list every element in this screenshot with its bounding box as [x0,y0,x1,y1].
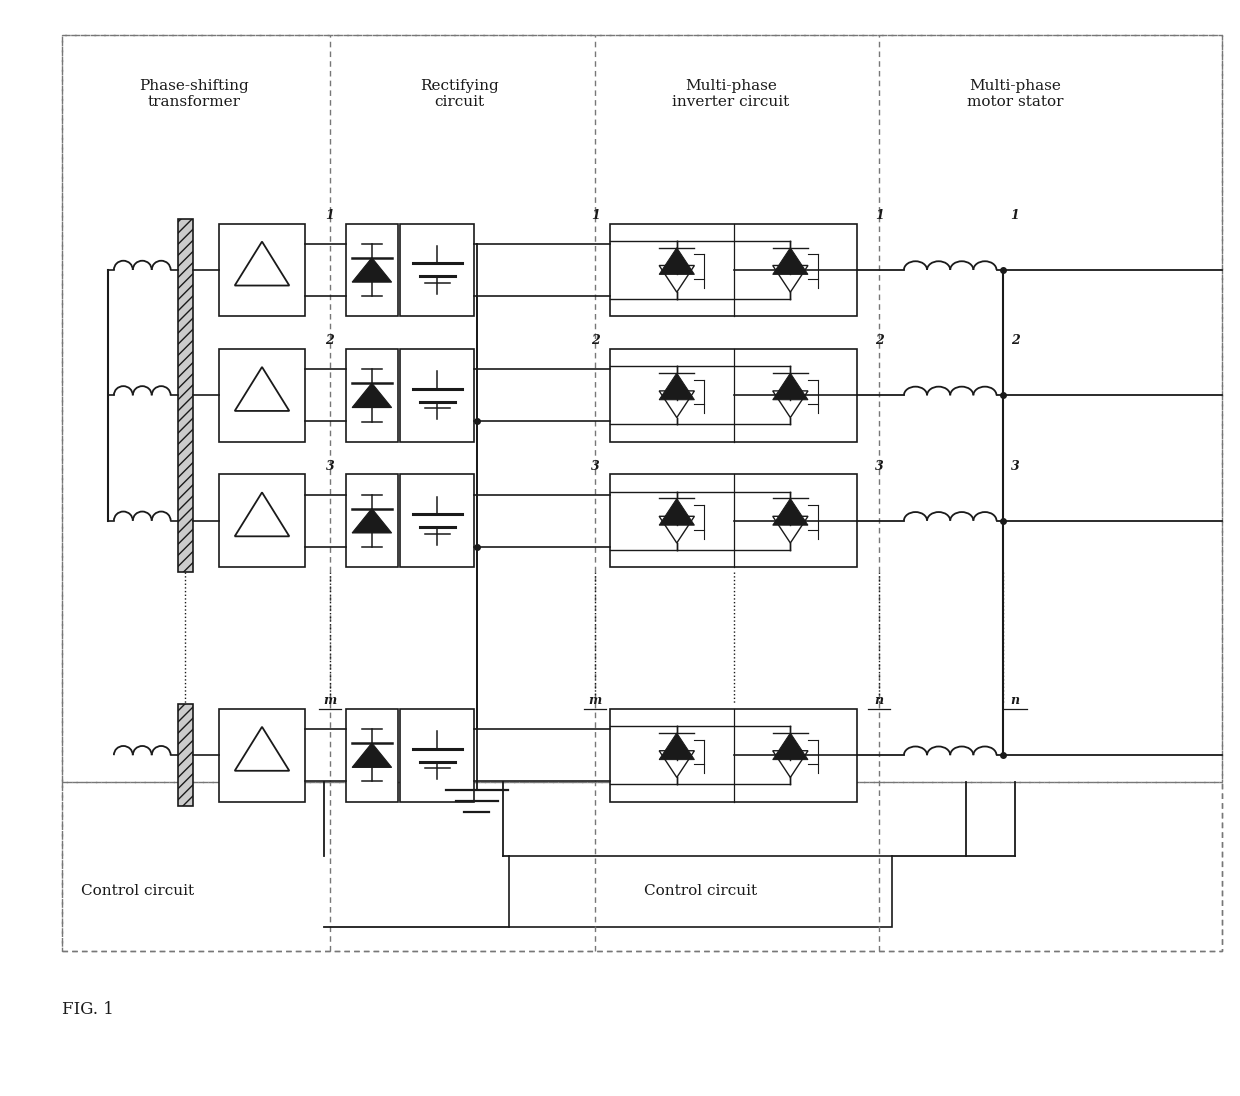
Text: 3: 3 [875,459,884,472]
Text: 1: 1 [1011,208,1019,221]
Polygon shape [660,248,694,274]
Bar [62,35,1223,951]
Text: 1: 1 [875,208,884,221]
Text: FIG. 1: FIG. 1 [62,1001,114,1017]
Bar [346,349,398,442]
Bar [401,709,475,801]
Text: 3: 3 [591,459,600,472]
Text: Rectifying
circuit: Rectifying circuit [420,79,498,110]
Polygon shape [352,743,392,767]
Text: Phase-shifting
transformer: Phase-shifting transformer [139,79,249,110]
Text: 2: 2 [875,334,884,347]
Text: m: m [589,694,601,707]
Text: Control circuit: Control circuit [81,884,193,899]
Text: n: n [874,694,884,707]
Polygon shape [660,373,694,400]
Text: 1: 1 [591,208,600,221]
Polygon shape [773,373,808,400]
Text: 3: 3 [326,459,335,472]
Bar [346,224,398,317]
Text: n: n [1011,694,1019,707]
Bar [218,224,305,317]
Polygon shape [660,733,694,760]
Text: 3: 3 [1011,459,1019,472]
Bar [218,709,305,801]
Polygon shape [773,733,808,760]
Bar [218,475,305,567]
Bar [179,219,193,572]
Bar [401,224,475,317]
Bar [401,475,475,567]
Text: 2: 2 [1011,334,1019,347]
Bar [401,349,475,442]
Bar [179,705,193,807]
Bar [610,709,857,801]
Text: 1: 1 [326,208,335,221]
Bar [610,224,857,317]
Text: 2: 2 [326,334,335,347]
Text: m: m [324,694,336,707]
Bar [218,349,305,442]
Bar [610,475,857,567]
Polygon shape [773,499,808,525]
Bar [610,349,857,442]
Bar [62,783,1223,951]
Text: Control circuit: Control circuit [644,884,756,899]
Polygon shape [352,509,392,533]
Polygon shape [352,384,392,408]
Polygon shape [660,499,694,525]
Polygon shape [773,248,808,274]
Bar [508,856,892,927]
Polygon shape [352,258,392,282]
Text: Multi-phase
inverter circuit: Multi-phase inverter circuit [672,79,790,110]
Bar [346,709,398,801]
Bar [346,475,398,567]
Text: 2: 2 [591,334,600,347]
Bar [62,35,1223,783]
Text: Multi-phase
motor stator: Multi-phase motor stator [967,79,1063,110]
